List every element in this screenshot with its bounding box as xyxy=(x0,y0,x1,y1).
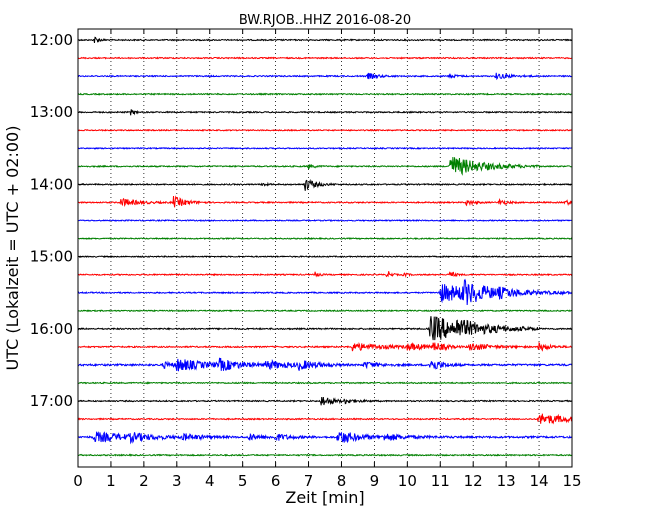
seismic-trace xyxy=(77,309,573,313)
x-tick-label: 4 xyxy=(205,472,215,490)
x-tick-label: 9 xyxy=(370,472,380,490)
seismic-trace xyxy=(77,146,573,150)
seismic-trace xyxy=(77,357,573,372)
x-axis: 0 1 2 3 4 5 6 7 8 9 10 11 12 13 14 15 xyxy=(73,29,582,490)
plot-frame xyxy=(77,28,573,468)
seismic-trace xyxy=(77,255,573,259)
seismic-trace xyxy=(77,92,573,96)
x-tick-label: 15 xyxy=(562,472,581,490)
seismic-trace xyxy=(77,218,573,223)
x-tick-label: 5 xyxy=(238,472,248,490)
x-tick-label: 8 xyxy=(337,472,347,490)
seismic-trace xyxy=(77,156,573,176)
x-tick-label: 13 xyxy=(497,472,516,490)
seismic-trace xyxy=(77,278,573,305)
seismic-trace xyxy=(77,396,573,406)
y-tick-label: 17:00 xyxy=(30,392,73,410)
y-axis-label: UTC (Lokalzeit = UTC + 02:00) xyxy=(3,126,22,371)
seismic-trace xyxy=(77,413,573,425)
x-tick-label: 7 xyxy=(304,472,314,490)
y-tick-label: 16:00 xyxy=(30,320,73,338)
y-tick-label: 12:00 xyxy=(30,31,73,49)
x-tick-label: 10 xyxy=(398,472,417,490)
x-tick-label: 11 xyxy=(431,472,450,490)
seismic-trace xyxy=(77,56,573,60)
seismic-trace xyxy=(77,128,573,132)
y-tick-label: 13:00 xyxy=(30,103,73,121)
x-tick-label: 14 xyxy=(530,472,549,490)
seismic-trace xyxy=(77,109,573,116)
seismic-trace xyxy=(77,195,573,208)
seismic-trace xyxy=(77,316,573,341)
x-tick-label: 1 xyxy=(106,472,116,490)
y-tick-label: 14:00 xyxy=(30,175,73,193)
seismic-trace xyxy=(77,341,573,352)
seismic-trace xyxy=(77,178,573,191)
y-tick-label: 15:00 xyxy=(30,248,73,266)
seismic-trace xyxy=(77,431,573,445)
seismic-trace xyxy=(77,237,573,241)
x-tick-label: 2 xyxy=(139,472,149,490)
x-tick-label: 6 xyxy=(271,472,281,490)
x-tick-label: 3 xyxy=(172,472,182,490)
chart-title: BW.RJOB..HHZ 2016-08-20 xyxy=(239,13,411,28)
seismic-trace xyxy=(77,271,573,278)
trace-group xyxy=(77,36,573,457)
x-axis-label: Zeit [min] xyxy=(285,488,364,507)
seismic-trace xyxy=(77,36,573,44)
seismic-trace xyxy=(77,72,573,81)
seismic-trace xyxy=(77,381,573,385)
x-tick-label: 12 xyxy=(464,472,483,490)
y-axis: 12:00 13:00 14:00 15:00 16:00 17:00 xyxy=(30,31,572,410)
x-tick-label: 0 xyxy=(73,472,83,490)
seismic-trace xyxy=(77,453,573,457)
